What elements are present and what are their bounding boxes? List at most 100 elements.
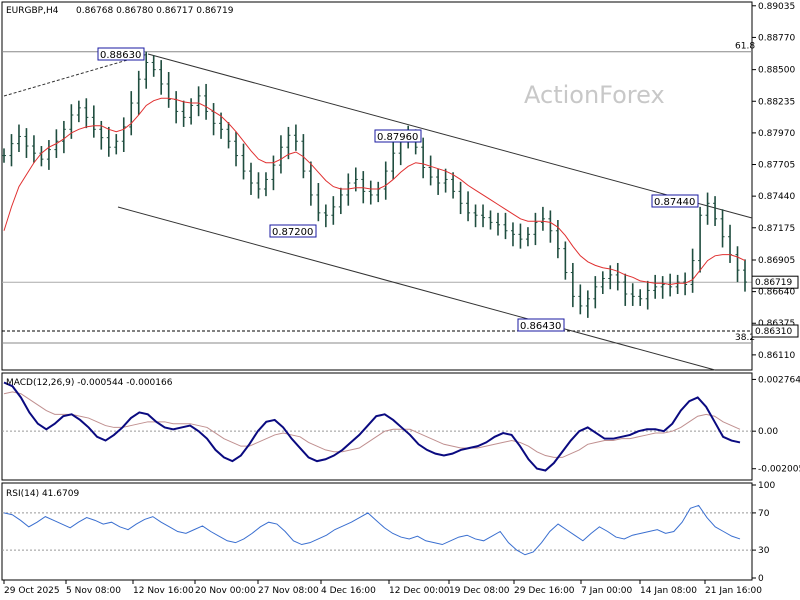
fib-level-label: 38.2 <box>735 333 755 343</box>
price-bar <box>533 212 538 246</box>
price-bar <box>234 131 239 167</box>
price-bar <box>106 126 111 157</box>
axis-layer: 0.89035 0.88770 0.88500 0.88235 0.87970 0.877… <box>3 2 800 596</box>
price-bar <box>278 135 283 174</box>
price-bar <box>121 117 126 152</box>
rsi-panel-frame <box>1 482 753 581</box>
price-bar <box>698 206 703 273</box>
price-bar <box>451 172 456 199</box>
price-bar <box>241 143 246 180</box>
price-bar <box>316 183 321 222</box>
svg-text:0.86430: 0.86430 <box>520 321 561 332</box>
price-bar <box>443 168 448 193</box>
price-bar <box>219 112 224 139</box>
price-annotation: 0.87440 <box>651 194 699 208</box>
macd-layer <box>2 381 752 472</box>
price-bar <box>204 83 209 120</box>
price-bar <box>690 248 695 293</box>
macd-line <box>3 381 741 472</box>
price-bar <box>31 135 36 163</box>
rsi-title: RSI(14) 41.6709 <box>6 489 79 499</box>
price-annotation: 0.86430 <box>517 318 565 332</box>
rsi-line <box>3 504 741 556</box>
channel-upper-line <box>147 53 753 219</box>
price-bar <box>129 91 134 136</box>
price-bar <box>249 162 253 195</box>
price-bar <box>61 120 66 154</box>
price-bar <box>675 274 680 295</box>
price-bar <box>466 191 471 222</box>
price-bar <box>346 173 351 206</box>
price-bar <box>114 134 119 155</box>
price-bar <box>76 100 81 123</box>
price-ohlc-readout: 0.86768 0.86780 0.86717 0.86719 <box>76 6 234 16</box>
price-y-tick-label: 0.86110 <box>758 351 795 361</box>
price-bar <box>593 276 598 309</box>
watermark: ActionForex <box>524 81 665 109</box>
price-bar <box>338 187 343 215</box>
price-bar <box>713 196 718 226</box>
price-bar <box>585 290 590 318</box>
price-bar <box>368 180 373 205</box>
current-price-tag <box>751 275 799 289</box>
price-y-tick-label: 0.88500 <box>758 66 795 76</box>
x-tick-label: 12 Dec 00:00 <box>389 586 450 596</box>
x-tick-label: 29 Oct 2025 <box>4 586 60 596</box>
price-y-tick-label: 0.87440 <box>758 192 795 202</box>
price-bar <box>638 289 643 306</box>
price-bar <box>503 212 508 240</box>
price-bar <box>331 196 336 225</box>
channel-lower-line <box>117 206 716 371</box>
x-tick-label: 4 Dec 16:00 <box>321 586 376 596</box>
price-bar <box>323 204 328 228</box>
price-y-tick-label: 0.88770 <box>758 33 795 43</box>
price-y-tick-label: 0.86640 <box>758 288 795 298</box>
price-bar <box>518 223 523 249</box>
macd-panel-frame <box>1 372 753 481</box>
rsi-y-tick-label: 0 <box>758 574 764 584</box>
price-bar <box>181 100 186 127</box>
price-bar <box>9 134 14 167</box>
price-bar <box>308 161 313 206</box>
price-y-tick-label: 0.87970 <box>758 129 795 139</box>
price-bar <box>16 124 21 152</box>
trend-extension-line <box>3 53 149 97</box>
price-bar <box>226 122 231 149</box>
price-bar <box>705 192 710 225</box>
price-bar <box>159 60 164 95</box>
x-tick-label: 21 Jan 16:00 <box>705 586 762 596</box>
price-bar <box>421 137 426 179</box>
price-annotation: 0.87200 <box>269 224 317 238</box>
price-bar <box>166 72 171 108</box>
price-bar <box>555 220 560 259</box>
x-tick-label: 29 Dec 16:00 <box>514 586 575 596</box>
x-tick-label: 20 Nov 00:00 <box>195 586 256 596</box>
price-y-tick-label: 0.86905 <box>758 256 795 266</box>
price-bar <box>436 168 441 195</box>
moving-average-line <box>3 97 746 285</box>
svg-text:0.88630: 0.88630 <box>100 50 141 61</box>
price-bar <box>720 209 725 248</box>
price-bar <box>136 70 141 115</box>
price-bar <box>600 271 605 295</box>
rsi-layer <box>2 504 752 556</box>
price-bar <box>496 212 500 236</box>
price-bar <box>428 155 433 186</box>
rsi-y-tick-label: 100 <box>758 481 775 491</box>
price-bar <box>286 126 291 160</box>
rsi-y-tick-label: 30 <box>758 546 770 556</box>
price-bar <box>481 204 486 228</box>
x-tick-label: 27 Nov 08:00 <box>258 586 319 596</box>
price-y-tick-label: 0.87175 <box>758 224 795 234</box>
fib-level-label: 61.8 <box>735 42 755 52</box>
price-bar <box>743 259 747 292</box>
x-tick-label: 19 Dec 08:00 <box>449 586 510 596</box>
price-bar <box>570 262 575 308</box>
price-layer: 61.8 38.2 0.88630 0.87960 0.87200 0.87440 0.86… <box>2 42 755 371</box>
price-bar <box>488 210 493 230</box>
price-bar <box>91 105 96 138</box>
price-bar <box>293 124 298 151</box>
price-bar <box>271 155 276 191</box>
